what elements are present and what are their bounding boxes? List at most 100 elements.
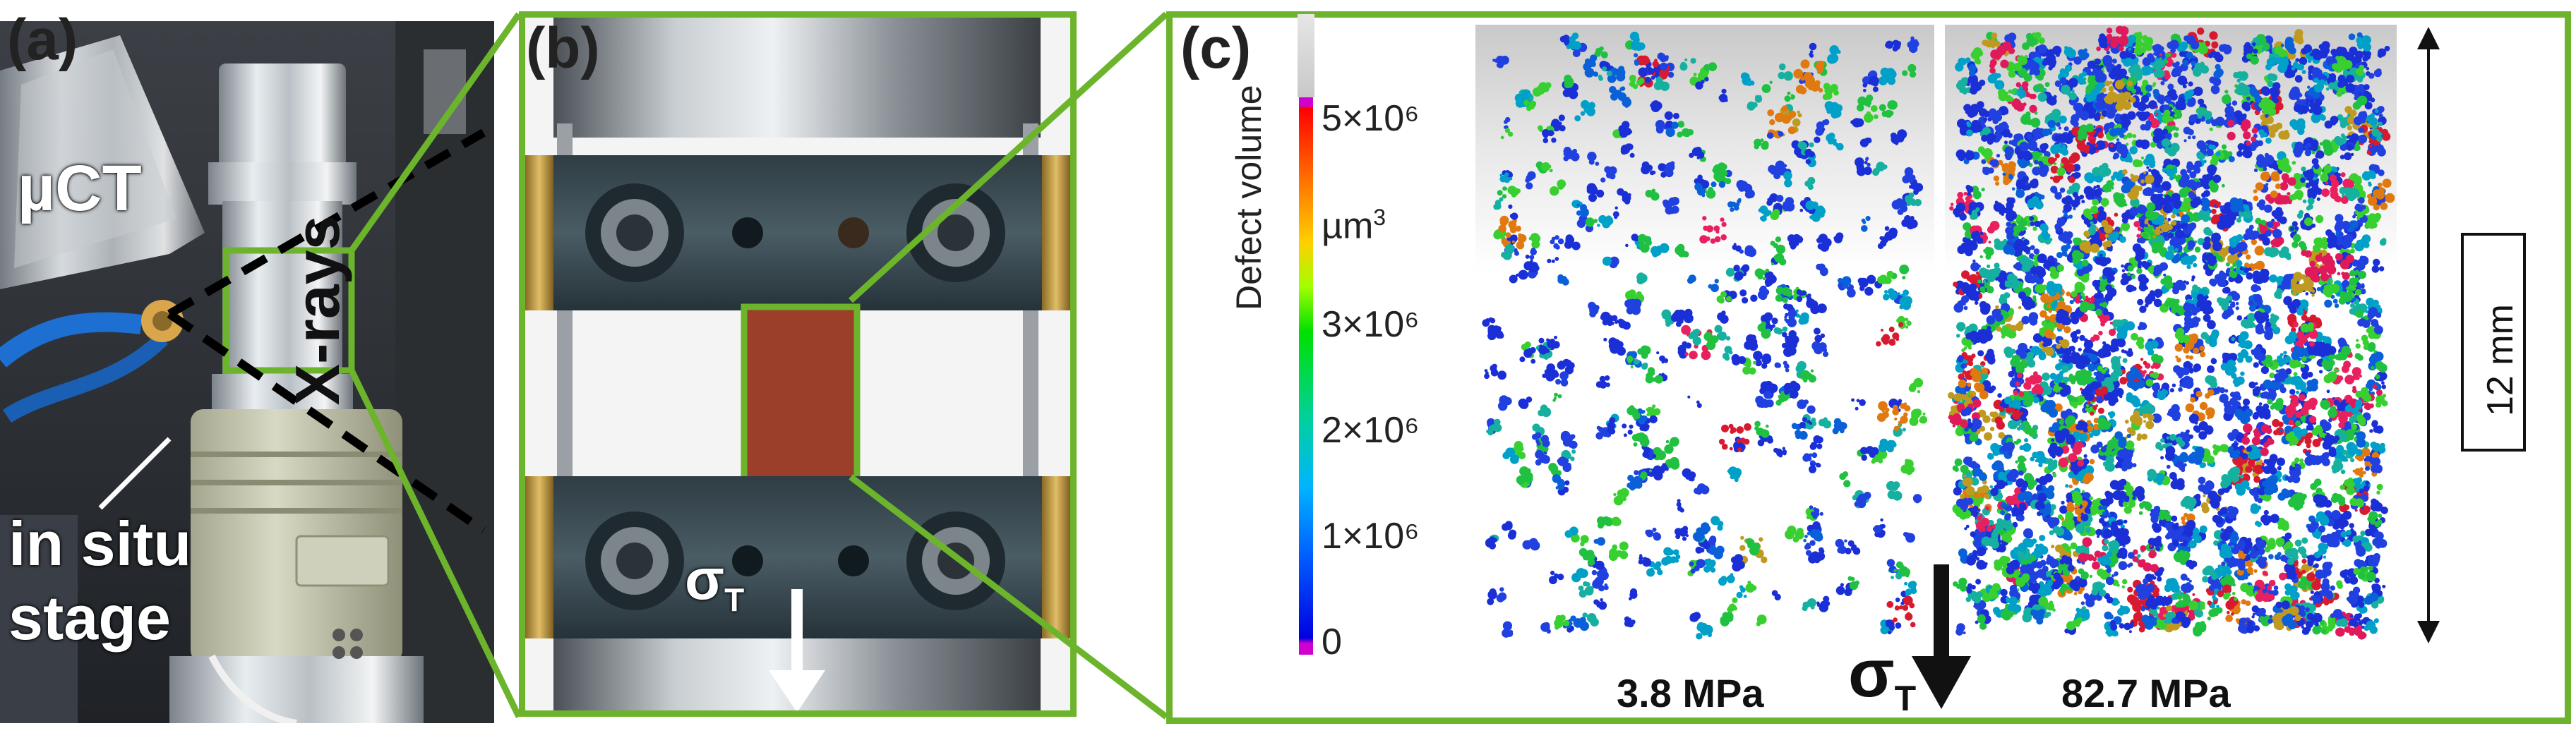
- defect-blob: [1814, 334, 1822, 343]
- defect-blob: [1555, 486, 1559, 490]
- defect-cluster: [1554, 614, 1570, 630]
- defect-blob: [1556, 621, 1559, 624]
- defect-blob: [1617, 188, 1624, 196]
- defect-blob: [1906, 218, 1912, 224]
- defect-blob: [1706, 340, 1716, 350]
- defect-blob: [1812, 514, 1818, 519]
- defect-blob: [1729, 447, 1733, 451]
- defect-cluster: [1661, 309, 1675, 327]
- defect-blob: [1696, 156, 1700, 159]
- defect-blob: [1648, 377, 1651, 381]
- defect-blob: [1886, 270, 1894, 278]
- defect-blob: [1564, 452, 1571, 460]
- defect-blob: [1809, 465, 1816, 473]
- defect-cluster: [1645, 367, 1663, 384]
- defect-blob: [1792, 118, 1801, 127]
- defect-blob: [1783, 71, 1793, 81]
- defect-cluster: [1638, 67, 1655, 83]
- defect-blob: [1787, 526, 1797, 535]
- defect-blob: [1743, 595, 1747, 598]
- defect-blob: [1504, 172, 1509, 177]
- defect-blob: [1564, 480, 1570, 486]
- defect-blob: [1541, 162, 1550, 171]
- defect-blob: [1906, 320, 1912, 327]
- defect-blob: [1739, 249, 1744, 254]
- defect-blob: [1914, 183, 1924, 192]
- defect-blob: [1843, 480, 1851, 487]
- defect-blob: [1629, 588, 1638, 596]
- defect-blob: [1708, 62, 1718, 71]
- defect-blob: [1633, 84, 1639, 90]
- defect-blob: [1619, 487, 1629, 498]
- defect-blob: [1488, 317, 1494, 322]
- defect-blob: [1518, 399, 1529, 409]
- defect-blob: [1814, 327, 1821, 335]
- defect-blob: [1761, 363, 1768, 369]
- panel-b-frame: [519, 11, 1077, 717]
- defect-blob: [1909, 71, 1917, 78]
- defect-blob: [2087, 363, 2096, 372]
- defect-blob: [1756, 622, 1761, 626]
- defect-cluster: [1593, 537, 1605, 546]
- defect-blob: [1892, 292, 1898, 298]
- defect-blob: [1775, 244, 1786, 254]
- defect-blob: [1684, 308, 1693, 317]
- defect-blob: [2181, 520, 2186, 525]
- defect-blob: [1910, 36, 1915, 40]
- defect-blob: [1595, 432, 1603, 440]
- defect-blob: [2045, 406, 2054, 414]
- defect-blob: [1629, 405, 1635, 411]
- defect-blob: [1769, 119, 1775, 126]
- defect-blob: [1742, 265, 1747, 271]
- defect-blob: [2167, 217, 2171, 222]
- defect-blob: [1542, 440, 1550, 447]
- colorbar-title: Defect volume: [1229, 85, 1269, 310]
- defect-blob: [1788, 314, 1795, 321]
- defect-blob: [1783, 171, 1792, 181]
- defect-blob: [1789, 389, 1799, 399]
- defect-blob: [1902, 605, 1909, 611]
- defect-cluster: [1538, 404, 1552, 418]
- defect-blob: [1736, 591, 1743, 599]
- defect-cluster: [1768, 160, 1787, 180]
- defect-blob: [1528, 262, 1539, 273]
- defect-cluster: [1806, 298, 1827, 315]
- defect-blob: [1564, 241, 1573, 249]
- defect-cluster: [1665, 456, 1680, 470]
- defect-blob: [1602, 66, 1607, 72]
- defect-blob: [1499, 175, 1507, 183]
- connector-ab-bottom: [348, 369, 522, 718]
- defect-blob: [1546, 338, 1550, 342]
- defect-blob: [1641, 346, 1651, 356]
- defect-blob: [1724, 356, 1730, 361]
- defect-blob: [1629, 152, 1635, 158]
- defect-cluster: [2056, 243, 2071, 258]
- defect-blob: [2183, 512, 2188, 518]
- defect-blob: [1654, 59, 1658, 63]
- defect-blob: [1634, 413, 1640, 419]
- defect-blob: [2340, 570, 2348, 579]
- defect-cluster: [1618, 121, 1633, 138]
- defect-blob: [1732, 468, 1742, 478]
- defect-blob: [1907, 63, 1917, 73]
- defect-cluster: [1876, 401, 1911, 431]
- defect-blob: [1555, 245, 1560, 250]
- defect-blob: [1761, 84, 1771, 93]
- defect-blob: [1799, 87, 1804, 92]
- defect-cluster: [1708, 279, 1719, 293]
- connector-bc-bottom: [849, 474, 1168, 720]
- defect-blob: [1605, 382, 1610, 387]
- defect-blob: [2341, 365, 2349, 373]
- defect-blob: [1863, 89, 1867, 92]
- defect-blob: [2132, 134, 2137, 138]
- defect-cluster: [1552, 474, 1565, 490]
- defect-blob: [1596, 537, 1605, 546]
- defect-blob: [1686, 318, 1690, 322]
- defect-cluster: [1689, 612, 1701, 622]
- defect-blob: [2248, 590, 2254, 597]
- defect-blob: [1816, 602, 1821, 607]
- defect-cluster: [1645, 527, 1662, 541]
- defect-cluster: [1909, 408, 1927, 426]
- defect-blob: [1583, 105, 1592, 114]
- defect-blob: [1754, 95, 1763, 103]
